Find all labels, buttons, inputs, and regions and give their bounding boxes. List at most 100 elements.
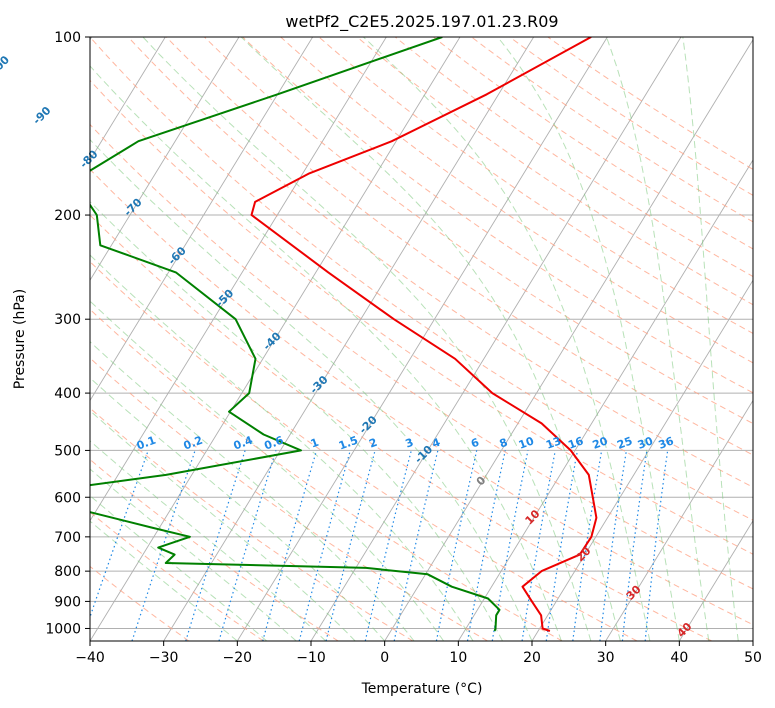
mixing-ratio-line: [466, 450, 506, 641]
moist-adiabat-line: [363, 37, 651, 641]
plot-background-lines: [90, 37, 753, 641]
dry-adiabat-line: [204, 37, 753, 425]
mixing-ratio-label: 8: [498, 436, 510, 451]
mixing-ratio-label: 6: [469, 436, 481, 451]
dry-adiabat-line: [509, 37, 753, 196]
isotherm-line: [163, 37, 535, 641]
moist-adiabat-line: [90, 300, 445, 641]
moist-adiabat-line: [142, 37, 592, 641]
moist-adiabat-line: [90, 138, 533, 641]
dry-adiabat-line: [433, 37, 753, 250]
dry-adiabat-line: [242, 37, 753, 394]
y-tick-label: 700: [54, 530, 81, 546]
mixing-ratio-label: 36: [657, 434, 676, 452]
moist-adiabat-line: [90, 377, 386, 641]
dry-adiabat-line: [165, 37, 753, 456]
y-axis-title: Pressure (hPa): [12, 289, 28, 389]
dry-adiabat-line: [90, 123, 753, 590]
plot-data-lines: [90, 37, 598, 632]
dry-adiabat-line: [547, 37, 753, 170]
x-tick-label: 30: [597, 650, 615, 666]
mixing-ratio-line: [521, 450, 556, 641]
isotherm-line: [384, 38, 753, 641]
mixing-ratio-label: 3: [404, 436, 416, 451]
mixing-ratio-line: [435, 450, 478, 641]
mixing-ratio-label: 10: [517, 434, 536, 452]
dry-adiabat-line: [394, 37, 753, 278]
dry-adiabat-line: [90, 511, 264, 641]
x-axis-title: Temperature (°C): [361, 681, 483, 697]
mixing-ratio-line: [218, 450, 277, 641]
moist-adiabat-line: [90, 520, 238, 641]
chart-title: wetPf2_C2E5.2025.197.01.23.R09: [285, 12, 558, 32]
y-tick-label: 600: [54, 490, 81, 506]
isotherm-line: [90, 37, 387, 522]
mixing-ratio-line: [545, 450, 579, 641]
mixing-ratio-label: 0.4: [232, 434, 255, 453]
y-tick-label: 200: [54, 208, 81, 224]
isotherm-line: [678, 519, 753, 641]
mixing-ratio-line: [298, 450, 351, 641]
moist-adiabat-line: [605, 37, 710, 641]
mixing-ratio-line: [621, 450, 648, 641]
mixing-ratio-label: 16: [566, 434, 585, 452]
moist-adiabat-line: [682, 37, 739, 641]
isotherm-line: [236, 37, 608, 641]
dry-adiabat-line: [90, 261, 638, 641]
moist-adiabat-line: [497, 37, 680, 641]
moist-adiabat-line: [90, 340, 415, 641]
x-tick-label: 40: [670, 650, 688, 666]
dry-adiabat-line: [127, 37, 753, 488]
dry-adiabat-line: [471, 37, 753, 223]
mixing-ratio-label: 25: [615, 434, 634, 451]
y-tick-label: 900: [54, 594, 81, 610]
mixing-ratio-label: 2: [367, 436, 379, 451]
moist-adiabat-line: [90, 468, 297, 641]
y-tick-label: 1000: [45, 621, 81, 637]
x-tick-label: 10: [449, 650, 467, 666]
axes: −40 −30 −20 −10 0 10 20 30 40 5010020030040050060…: [45, 30, 762, 666]
x-tick-label: 50: [744, 650, 762, 666]
mixing-ratio-line: [572, 450, 603, 641]
isotherm-line: [90, 37, 166, 161]
mixing-ratio-label: 1.5: [337, 434, 360, 453]
moist-adiabat-line: [90, 254, 474, 641]
mixing-ratio-line: [325, 450, 376, 641]
mixing-ratio-label: 0.6: [263, 434, 286, 453]
dry-adiabat-line: [356, 37, 753, 306]
mixing-ratio-label: 1: [309, 436, 321, 451]
mixing-ratio-line: [262, 450, 318, 641]
mixing-ratio-label: 20: [591, 434, 610, 452]
mixing-ratio-label: 0.1: [135, 434, 158, 453]
x-tick-label: −30: [149, 650, 179, 666]
mixing-ratio-label: 13: [544, 434, 563, 451]
moist-adiabat-line: [240, 37, 621, 641]
y-tick-label: 300: [54, 312, 81, 328]
temperature-profile-line: [250, 37, 598, 632]
x-tick-label: 20: [523, 650, 541, 666]
mixing-ratio-line: [644, 450, 669, 641]
dewpoint-profile-line: [90, 37, 501, 632]
dry-adiabat-line: [90, 308, 563, 641]
x-tick-label: 0: [380, 650, 389, 666]
isotherm-line: [605, 399, 753, 641]
mixing-ratio-label: 0.2: [182, 434, 205, 453]
moist-adiabat-line: [90, 65, 562, 641]
isotherm-line: [457, 159, 753, 641]
mixing-ratio-line: [599, 450, 627, 641]
y-tick-label: 800: [54, 564, 81, 580]
x-tick-label: −10: [296, 650, 326, 666]
mixing-ratio-line: [364, 450, 412, 641]
dry-adiabat-line: [90, 37, 753, 521]
y-tick-label: 100: [54, 30, 81, 46]
plot-frame: [89, 36, 754, 642]
x-tick-label: −40: [75, 650, 105, 666]
moist-adiabat-line: [90, 494, 268, 641]
mixing-ratio-label: 30: [636, 434, 655, 452]
mixing-ratio-line: [393, 450, 439, 641]
mixing-ratio-line: [185, 450, 246, 641]
isotherm-line: [90, 37, 240, 282]
dry-adiabat-line: [90, 407, 414, 641]
